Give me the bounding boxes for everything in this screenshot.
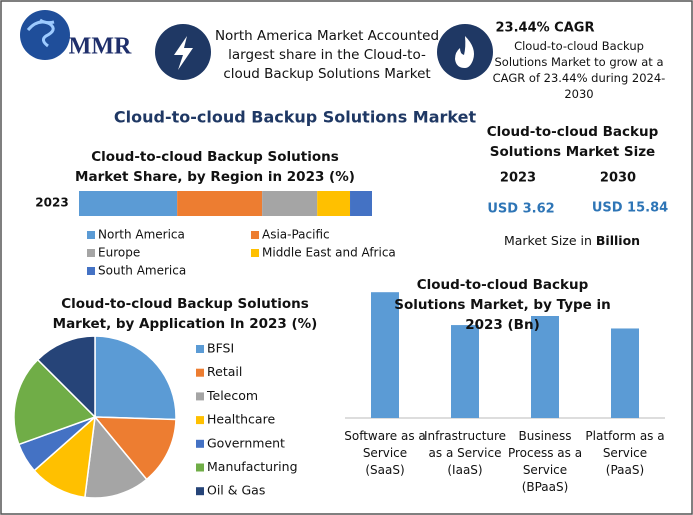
bar	[451, 325, 479, 418]
bar-segment	[317, 191, 351, 216]
bar-segment	[177, 191, 263, 216]
bar	[371, 292, 399, 418]
legend-swatch	[196, 463, 204, 472]
legend-label: Oil & Gas	[207, 483, 265, 498]
chart-title: Cloud-to-cloud Backup Solutions Market, …	[394, 277, 611, 333]
bar-segment	[262, 191, 318, 216]
legend-label: BFSI	[207, 341, 234, 356]
legend-swatch	[196, 392, 204, 401]
legend-swatch	[196, 368, 204, 377]
legend-swatch	[87, 249, 95, 257]
bar-segment	[79, 191, 178, 216]
size-note-unit: Billion	[596, 233, 640, 248]
legend-label: Manufacturing	[207, 459, 298, 474]
size-note: Market Size in Billion	[504, 233, 640, 248]
bar-segment	[350, 191, 372, 216]
legend-label: Telecom	[206, 388, 258, 403]
icon-bolt	[174, 36, 193, 70]
legend-label: Retail	[207, 364, 242, 379]
pie-slice	[84, 415, 148, 499]
chart-title: Cloud-to-cloud Backup Solutions Market S…	[75, 149, 355, 185]
legend-label: South America	[98, 264, 186, 278]
legend-label: Asia-Pacific	[262, 228, 330, 242]
market-value: USD 3.62	[487, 202, 554, 217]
size-note-text: Market Size in	[504, 233, 592, 248]
legend-swatch	[196, 345, 204, 353]
legend-swatch	[251, 249, 259, 257]
logo-globe-land	[26, 18, 55, 48]
legend-swatch	[196, 487, 204, 496]
bar	[611, 328, 639, 418]
main-title: Cloud-to-cloud Backup Solutions Market	[114, 108, 477, 127]
x-tick-label: Infrastructure as a Service (IaaS)	[423, 429, 507, 477]
cagr-text: Cloud-to-cloud Backup Solutions Market t…	[492, 39, 666, 101]
bar	[531, 316, 559, 418]
legend-swatch	[196, 416, 204, 425]
icon-flame	[455, 36, 474, 68]
pie-slice	[13, 358, 97, 446]
legend-swatch	[87, 267, 95, 275]
market-size-title: Cloud-to-cloud Backup Solutions Market S…	[486, 124, 659, 160]
cagr-title: 23.44% CAGR	[496, 21, 595, 36]
chart-title: Cloud-to-cloud Backup Solutions Market, …	[52, 296, 318, 332]
logo-text: MMR	[69, 34, 132, 60]
legend-label: Europe	[98, 246, 140, 260]
pie-slice	[36, 335, 96, 419]
pie-slice	[93, 416, 177, 481]
year: 2023	[500, 171, 536, 186]
x-tick-label: Business Process as a Service (BPaaS)	[507, 429, 583, 494]
pie-slice	[94, 335, 177, 421]
legend-swatch	[196, 439, 204, 448]
legend-label: Healthcare	[207, 412, 275, 427]
header-note: North America Market Accounted largest s…	[214, 28, 440, 82]
legend-label: Government	[207, 435, 285, 450]
legend-swatch	[251, 231, 259, 239]
category-label: 2023	[35, 196, 68, 210]
x-tick-label: Software as a Service (SaaS)	[344, 429, 426, 477]
legend-label: Middle East and Africa	[262, 246, 396, 260]
market-value: USD 15.84	[592, 201, 668, 216]
legend-label: North America	[98, 228, 185, 242]
legend-swatch	[87, 231, 95, 239]
x-tick-label: Platform as a Service (PaaS)	[585, 429, 665, 477]
year: 2030	[600, 171, 636, 186]
